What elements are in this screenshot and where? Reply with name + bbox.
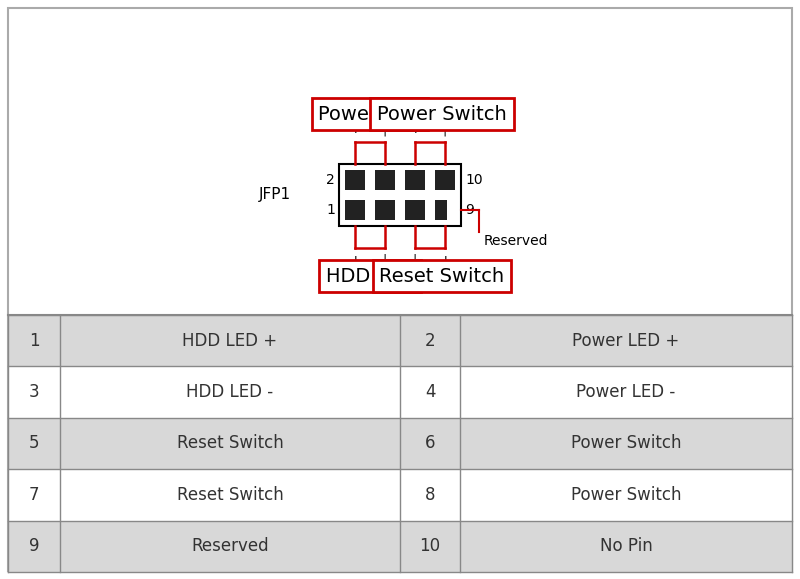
Text: 10: 10 [465,173,482,187]
Text: |: | [413,254,417,267]
Text: HDD LED +: HDD LED + [182,332,278,350]
Text: Reserved: Reserved [484,234,549,248]
Text: 8: 8 [425,486,435,504]
Text: 4: 4 [425,383,435,401]
Text: |: | [383,123,387,136]
Bar [405,170,425,190]
Text: 6: 6 [425,434,435,453]
Bar [8,521,792,572]
Bar [345,200,365,220]
Text: |: | [443,123,447,136]
Bar [8,315,792,367]
Text: 10: 10 [419,537,441,555]
Text: Power Switch: Power Switch [570,434,682,453]
Text: 5: 5 [29,434,39,453]
Bar [405,200,425,220]
Bar [339,164,461,226]
Text: 9: 9 [465,203,474,217]
Bar [435,170,455,190]
Text: 2: 2 [326,173,335,187]
Text: Power LED +: Power LED + [572,332,680,350]
Text: +: + [409,122,421,136]
Text: Power Switch: Power Switch [377,104,507,123]
Bar [8,418,792,469]
Text: HDD LED: HDD LED [326,266,414,285]
Text: 2: 2 [425,332,435,350]
Text: Reset Switch: Reset Switch [177,434,283,453]
Text: Reset Switch: Reset Switch [379,266,505,285]
Bar [375,170,395,190]
Text: 7: 7 [29,486,39,504]
Bar [435,200,447,220]
Text: Power Switch: Power Switch [570,486,682,504]
Text: Reserved: Reserved [191,537,269,555]
Text: 3: 3 [29,383,39,401]
Text: Reset Switch: Reset Switch [177,486,283,504]
Text: |: | [383,254,387,267]
Text: 1: 1 [326,203,335,217]
Text: Power LED -: Power LED - [576,383,676,401]
Bar [345,170,365,190]
Text: 1: 1 [29,332,39,350]
Bar [8,367,792,418]
Text: JFP1: JFP1 [259,188,291,203]
Text: +: + [349,254,361,268]
Bar [375,200,395,220]
Text: Power LED: Power LED [318,104,422,123]
Text: +: + [349,122,361,136]
Text: HDD LED -: HDD LED - [186,383,274,401]
Text: No Pin: No Pin [600,537,652,555]
Bar [8,469,792,521]
Text: +: + [439,254,451,268]
Text: 9: 9 [29,537,39,555]
